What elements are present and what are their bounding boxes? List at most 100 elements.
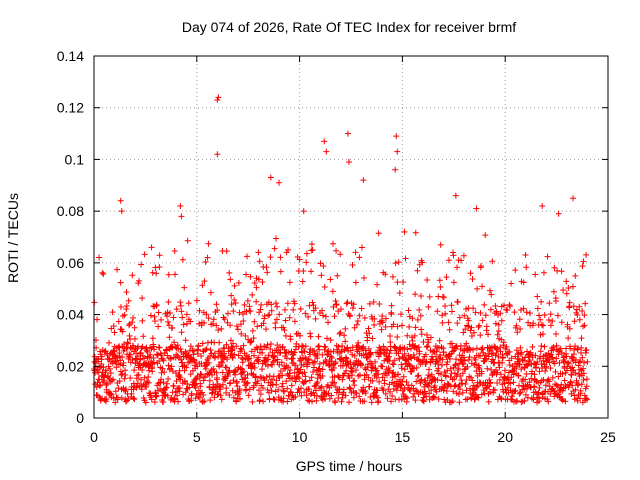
- data-point: [291, 300, 298, 307]
- data-point: [436, 277, 443, 284]
- data-point: [391, 357, 398, 364]
- data-point: [197, 383, 204, 390]
- data-point: [274, 303, 281, 310]
- data-point: [456, 399, 463, 406]
- data-point: [190, 347, 197, 354]
- data-point: [390, 361, 397, 368]
- data-point: [300, 208, 307, 215]
- data-point: [428, 371, 435, 378]
- data-point: [247, 337, 254, 344]
- data-point: [238, 330, 245, 337]
- data-point: [404, 332, 411, 339]
- data-point: [414, 267, 421, 274]
- data-point: [213, 322, 220, 329]
- data-point: [249, 363, 256, 370]
- data-point: [380, 387, 387, 394]
- data-point: [129, 272, 136, 279]
- data-point: [522, 252, 529, 259]
- data-point: [288, 382, 295, 389]
- data-point: [513, 347, 520, 354]
- data-point: [204, 339, 211, 346]
- data-point: [312, 305, 319, 312]
- data-point: [356, 312, 363, 319]
- data-point: [279, 372, 286, 379]
- data-point: [114, 394, 121, 401]
- data-point: [319, 351, 326, 358]
- data-point: [324, 381, 331, 388]
- data-point: [119, 370, 126, 377]
- data-point: [110, 376, 117, 383]
- data-point: [336, 349, 343, 356]
- data-point: [94, 316, 101, 323]
- data-point: [406, 323, 413, 330]
- data-point: [542, 382, 549, 389]
- data-point: [458, 257, 465, 264]
- data-point: [228, 343, 235, 350]
- data-point: [426, 293, 433, 300]
- data-point: [332, 359, 339, 366]
- data-point: [425, 303, 432, 310]
- data-point: [111, 329, 118, 336]
- data-point: [230, 377, 237, 384]
- data-point: [170, 314, 177, 321]
- data-point: [497, 348, 504, 355]
- data-point: [287, 367, 294, 374]
- data-point: [350, 301, 357, 308]
- data-point: [259, 349, 266, 356]
- data-point: [291, 349, 298, 356]
- data-point: [330, 364, 337, 371]
- data-point: [349, 368, 356, 375]
- data-point: [395, 371, 402, 378]
- data-point: [470, 305, 477, 312]
- data-point: [224, 310, 231, 317]
- data-point: [108, 377, 115, 384]
- data-point: [396, 396, 403, 403]
- data-point: [277, 349, 284, 356]
- data-point: [340, 386, 347, 393]
- data-point: [423, 331, 430, 338]
- data-point: [346, 374, 353, 381]
- data-point: [574, 311, 581, 318]
- data-points: [91, 94, 591, 406]
- data-point: [335, 343, 342, 350]
- x-tick-label: 15: [395, 429, 411, 445]
- data-point: [452, 361, 459, 368]
- data-point: [273, 316, 280, 323]
- x-tick-label: 10: [292, 429, 308, 445]
- data-point: [376, 301, 383, 308]
- data-point: [164, 392, 171, 399]
- data-point: [334, 272, 341, 279]
- data-point: [268, 387, 275, 394]
- data-point: [417, 380, 424, 387]
- data-point: [463, 387, 470, 394]
- data-point: [187, 371, 194, 378]
- data-point: [254, 323, 261, 330]
- data-point: [147, 351, 154, 358]
- data-point: [472, 309, 479, 316]
- data-point: [382, 271, 389, 278]
- data-point: [117, 279, 124, 286]
- data-point: [577, 395, 584, 402]
- data-point: [333, 301, 340, 308]
- grid-lines: [94, 56, 608, 418]
- data-point: [244, 253, 251, 260]
- data-point: [572, 356, 579, 363]
- data-point: [155, 309, 162, 316]
- data-point: [223, 385, 230, 392]
- data-point: [245, 392, 252, 399]
- data-point: [319, 373, 326, 380]
- data-point: [337, 251, 344, 258]
- data-point: [477, 352, 484, 359]
- data-point: [506, 301, 513, 308]
- data-point: [129, 319, 136, 326]
- data-point: [219, 359, 226, 366]
- data-point: [510, 379, 517, 386]
- x-tick-label: 0: [90, 429, 98, 445]
- data-point: [320, 312, 327, 319]
- data-point: [294, 365, 301, 372]
- data-point: [474, 382, 481, 389]
- data-point: [338, 348, 345, 355]
- data-point: [314, 355, 321, 362]
- data-point: [567, 345, 574, 352]
- data-point: [327, 276, 334, 283]
